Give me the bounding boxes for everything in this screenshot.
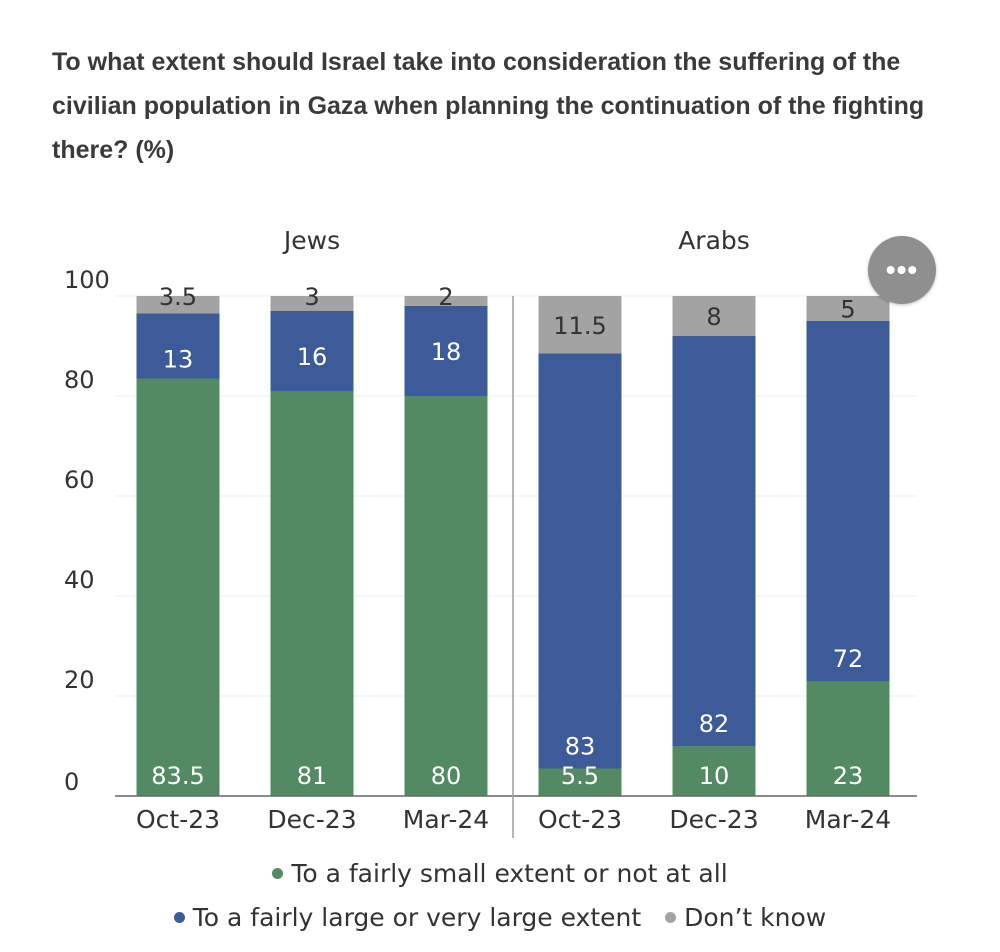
legend-dot-icon <box>173 912 185 923</box>
bar-segment[interactable] <box>136 378 220 797</box>
data-label: 83.5 <box>151 762 204 790</box>
data-label: 81 <box>297 762 328 790</box>
data-label: 18 <box>431 338 462 366</box>
data-label: 83 <box>565 733 596 761</box>
legend-item-small-extent[interactable]: To a fairly small extent or not at all <box>272 859 728 888</box>
bar-segment[interactable] <box>404 396 488 796</box>
data-label: 3 <box>304 283 319 311</box>
bar-segment[interactable] <box>538 768 622 797</box>
data-label: 23 <box>833 762 864 790</box>
legend-row-1: To a fairly small extent or not at all <box>0 856 1000 888</box>
group-label: Jews <box>282 226 340 255</box>
bar-segment[interactable] <box>672 746 756 796</box>
legend-item-large-extent[interactable]: To a fairly large or very large extent <box>173 903 642 932</box>
data-label: 11.5 <box>553 312 606 340</box>
data-label: 10 <box>699 762 730 790</box>
data-label: 16 <box>297 343 328 371</box>
more-options-button[interactable]: ••• <box>868 236 936 304</box>
legend-label: To a fairly large or very large extent <box>192 903 642 932</box>
data-label: 80 <box>431 762 462 790</box>
bar-segment[interactable] <box>270 391 354 796</box>
bar-segment[interactable] <box>270 311 354 391</box>
legend-label: To a fairly small extent or not at all <box>291 859 728 888</box>
x-tick-label: Dec-23 <box>267 805 356 834</box>
y-tick-label: 60 <box>64 466 95 494</box>
x-tick-label: Oct-23 <box>136 805 220 834</box>
bar-segment[interactable] <box>538 353 622 769</box>
y-tick-label: 40 <box>64 566 95 594</box>
data-label: 13 <box>163 346 194 374</box>
y-tick-label: 100 <box>64 266 110 294</box>
y-tick-label: 80 <box>64 366 95 394</box>
legend-item-dont-know[interactable]: Don’t know <box>665 903 826 932</box>
legend-dot-icon <box>665 912 677 923</box>
data-label: 82 <box>699 710 730 738</box>
bar-segment[interactable] <box>136 296 220 314</box>
legend-label: Don’t know <box>684 903 827 932</box>
bar-segment[interactable] <box>404 296 488 306</box>
x-tick-label: Mar-24 <box>805 805 891 834</box>
legend-dot-icon <box>272 868 284 879</box>
bar-segment[interactable] <box>270 296 354 311</box>
legend-row-2: To a fairly large or very large extent D… <box>0 900 1000 932</box>
bar-segment[interactable] <box>806 321 890 681</box>
data-label: 8 <box>706 303 721 331</box>
x-tick-label: Mar-24 <box>403 805 489 834</box>
bar-segment[interactable] <box>672 336 756 746</box>
bar-segment[interactable] <box>672 296 756 336</box>
y-tick-label: 20 <box>64 666 95 694</box>
bar-segment[interactable] <box>404 306 488 396</box>
data-label: 72 <box>833 645 864 673</box>
data-label: 5.5 <box>561 762 599 790</box>
data-label: 3.5 <box>159 283 197 311</box>
data-label: 5 <box>840 296 855 324</box>
data-label: 2 <box>438 283 453 311</box>
group-label: Arabs <box>678 226 750 255</box>
x-tick-label: Dec-23 <box>669 805 758 834</box>
y-tick-label: 0 <box>64 768 79 796</box>
bar-segment[interactable] <box>538 296 622 354</box>
bar-segment[interactable] <box>136 313 220 379</box>
bar-segment[interactable] <box>806 296 890 321</box>
chart-title: To what extent should Israel take into c… <box>52 48 925 164</box>
bar-segment[interactable] <box>806 681 890 796</box>
x-tick-label: Oct-23 <box>538 805 622 834</box>
